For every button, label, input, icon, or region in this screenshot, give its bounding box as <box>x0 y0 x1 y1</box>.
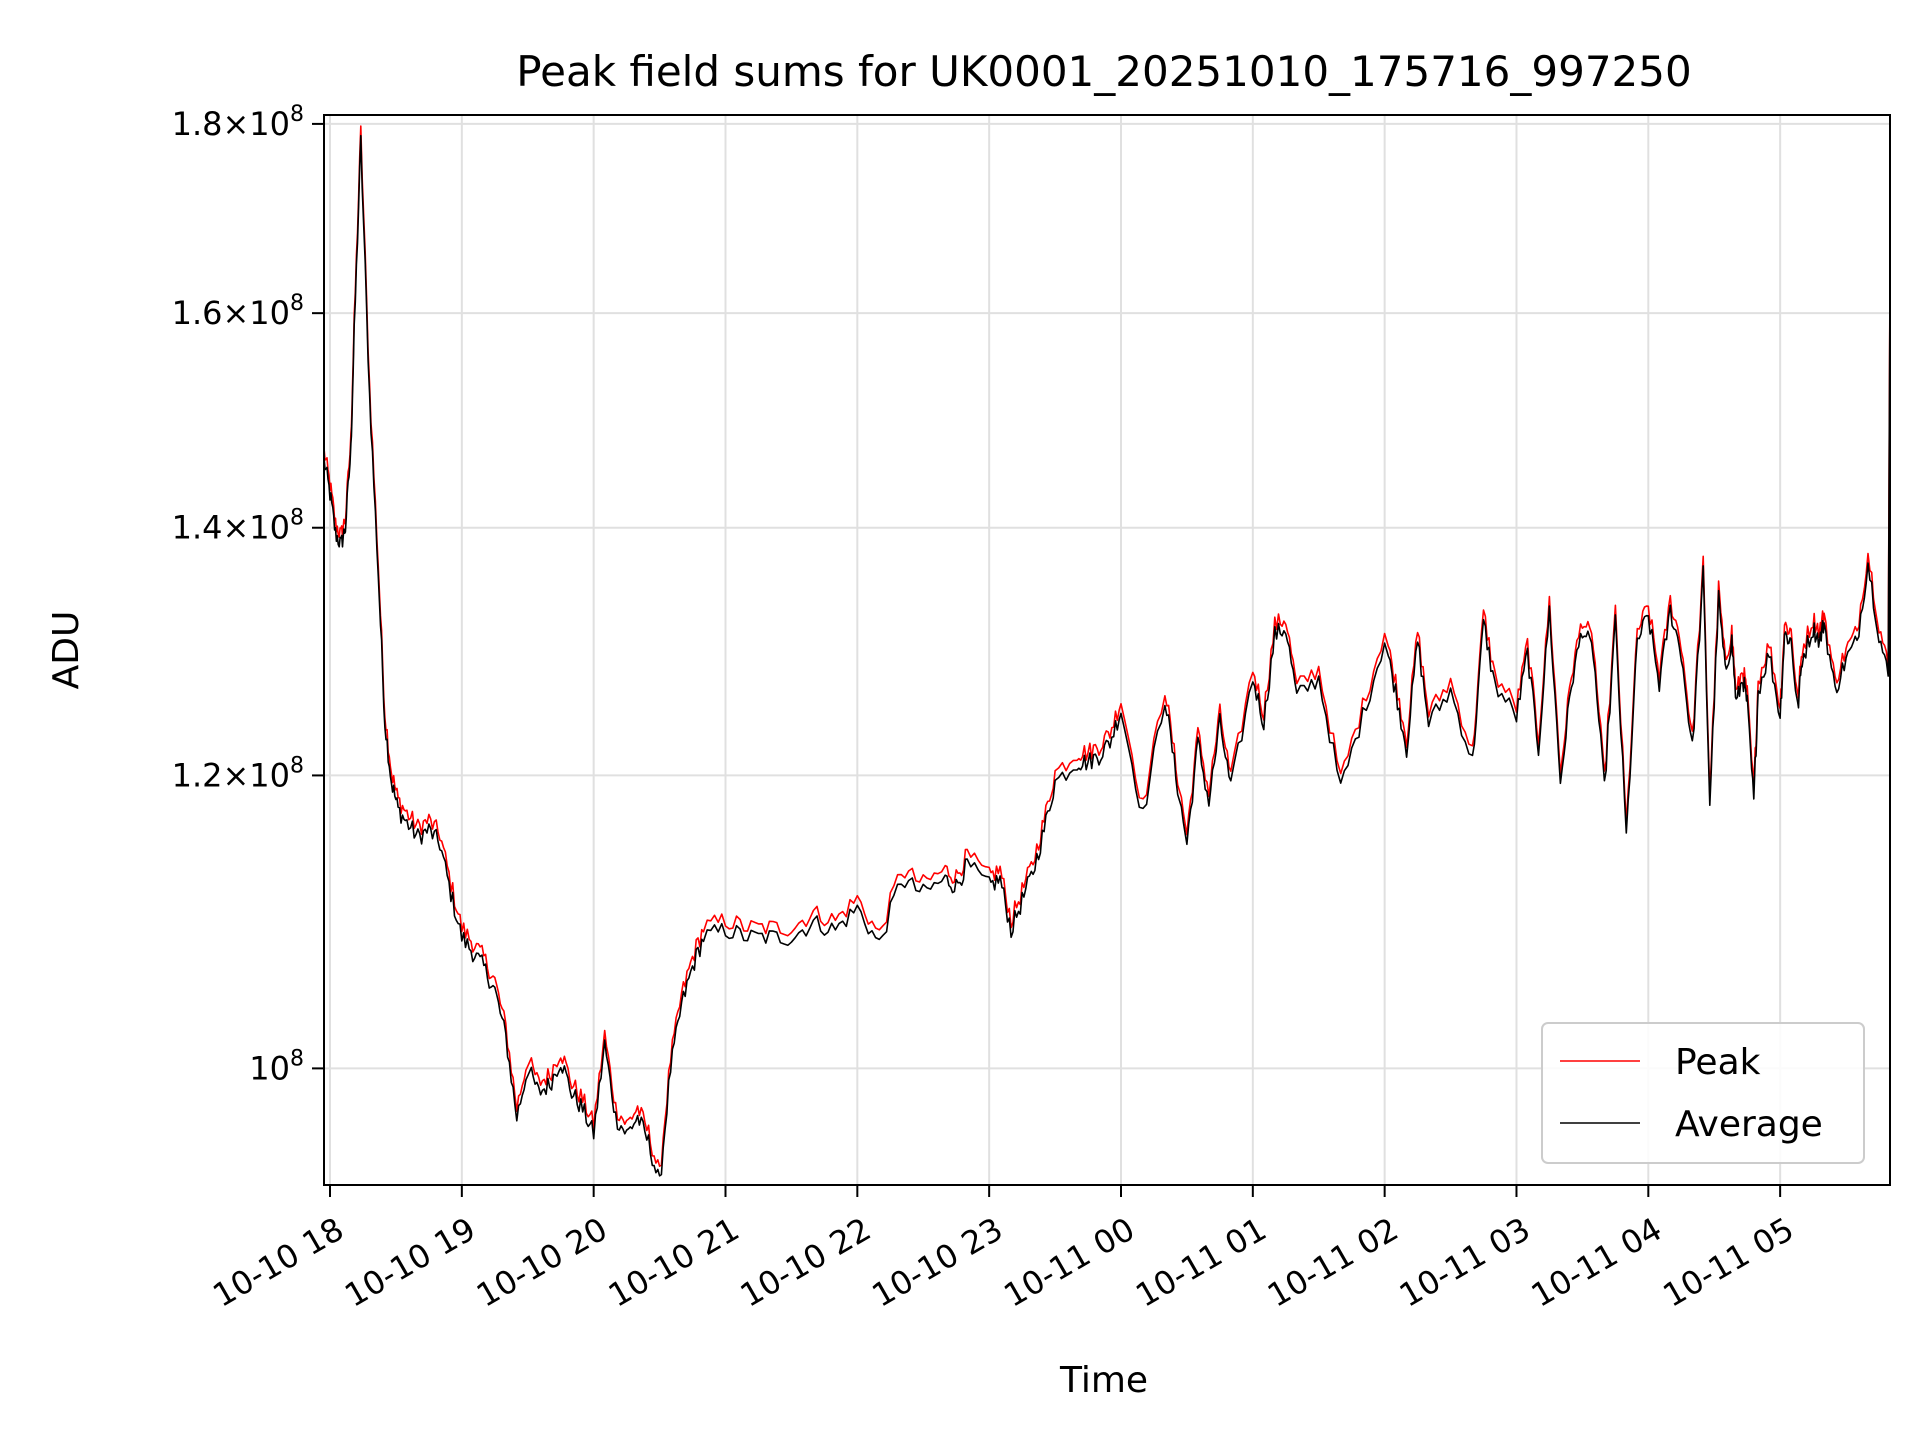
y-tick-label: 1.8×108 <box>172 102 304 143</box>
x-tick-label: 10-10 19 <box>338 1210 482 1315</box>
y-tick-label: 1.2×108 <box>172 753 304 794</box>
series-line-average <box>323 134 1891 1177</box>
x-tick-label: 10-11 03 <box>1393 1210 1537 1315</box>
y-axis-label: ADU <box>46 611 87 690</box>
legend-label-average: Average <box>1675 1104 1823 1145</box>
x-tick-label: 10-11 05 <box>1657 1210 1801 1315</box>
x-tick-label: 10-10 18 <box>206 1210 350 1315</box>
x-tick-label: 10-11 01 <box>1129 1210 1273 1315</box>
x-tick-label: 10-10 21 <box>602 1210 746 1315</box>
legend: Peak Average <box>1541 1022 1865 1164</box>
x-tick-label: 10-11 00 <box>997 1210 1141 1315</box>
series-layer <box>323 125 1891 1177</box>
x-tick-label: 10-10 23 <box>866 1210 1010 1315</box>
x-tick-label: 10-11 04 <box>1525 1210 1669 1315</box>
y-axis: 108 1.2×108 1.4×108 1.6×108 1.8×108 <box>172 102 324 1087</box>
chart-title: Peak field sums for UK0001_20251010_1757… <box>516 47 1691 96</box>
x-axis-label: Time <box>1059 1360 1148 1401</box>
x-tick-label: 10-11 02 <box>1261 1210 1405 1315</box>
x-tick-label: 10-10 22 <box>734 1210 878 1315</box>
y-tick-label: 1.6×108 <box>172 291 304 332</box>
y-tick-label: 1.4×108 <box>172 506 304 547</box>
plot-frame <box>323 114 1891 1186</box>
y-tick-label: 108 <box>249 1046 304 1087</box>
legend-box <box>1541 1022 1865 1164</box>
x-tick-label: 10-10 20 <box>470 1210 614 1315</box>
series-line-peak <box>323 125 1891 1167</box>
legend-label-peak: Peak <box>1675 1042 1761 1083</box>
